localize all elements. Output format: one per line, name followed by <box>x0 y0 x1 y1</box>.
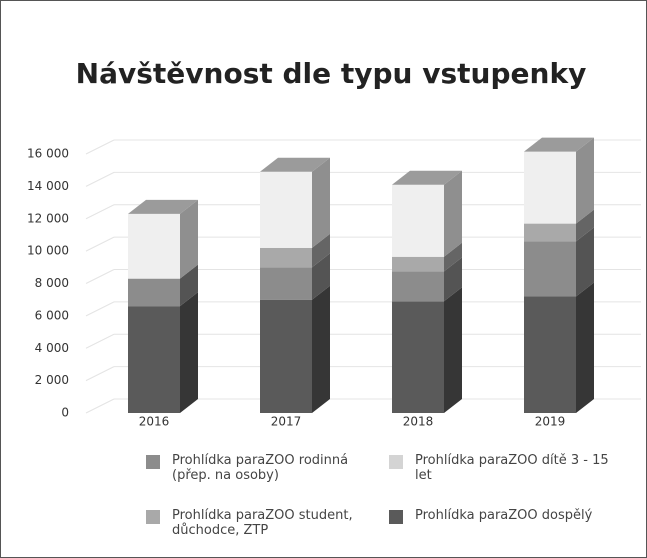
legend-label: Prohlídka paraZOO dítě 3 - 15 let <box>415 453 609 483</box>
bar-side <box>444 242 462 272</box>
grid-line <box>85 204 115 220</box>
bar-top <box>524 137 594 152</box>
y-tick-label: 2 000 <box>35 373 69 387</box>
bar-side <box>576 137 594 224</box>
bar-side <box>576 282 594 413</box>
legend-label: Prohlídka paraZOO rodinná (přep. na osob… <box>172 453 349 483</box>
legend-swatch <box>146 510 160 524</box>
legend-label: Prohlídka paraZOO student, důchodce, ZTP <box>172 508 353 538</box>
grid-line <box>85 171 115 187</box>
chart-title: Návštěvnost dle typu vstupenky <box>76 57 587 90</box>
bar-side <box>444 170 462 257</box>
bar-segment <box>524 241 576 297</box>
grid-line <box>85 236 115 252</box>
bar-side <box>312 157 330 248</box>
bar-segment <box>524 151 576 224</box>
bar-side <box>576 209 594 242</box>
bar-segment <box>128 278 180 307</box>
legend-item: Prohlídka paraZOO rodinná (přep. na osob… <box>146 453 382 483</box>
bar-side <box>180 292 198 413</box>
bar-segment <box>392 256 444 272</box>
y-tick-label: 8 000 <box>35 276 69 290</box>
legend-item: Prohlídka paraZOO dítě 3 - 15 let <box>389 453 625 483</box>
bar-side <box>180 199 198 279</box>
bar-top <box>392 170 462 185</box>
y-tick-label: 12 000 <box>27 211 69 225</box>
legend-label: Prohlídka paraZOO dospělý <box>415 508 593 523</box>
bar-segment <box>260 247 312 268</box>
y-tick-label: 14 000 <box>27 179 69 193</box>
grid-line <box>85 269 115 284</box>
bar-segment <box>392 271 444 302</box>
legend-item: Prohlídka paraZOO student, důchodce, ZTP <box>146 508 382 538</box>
bar-segment <box>128 306 180 413</box>
bar-side <box>312 233 330 268</box>
grid-line <box>85 139 115 155</box>
bar-top <box>128 199 198 214</box>
legend-swatch <box>146 455 160 469</box>
x-tick-label: 2018 <box>403 415 434 429</box>
bar-side <box>180 264 198 307</box>
y-tick-label: 16 000 <box>27 147 69 161</box>
bar-side <box>312 285 330 413</box>
grid-line <box>85 366 115 382</box>
grid-line <box>85 398 115 414</box>
bar-segment <box>260 171 312 248</box>
y-tick-label: 6 000 <box>35 308 69 322</box>
bar-side <box>312 253 330 300</box>
x-tick-label: 2017 <box>271 415 302 429</box>
grid-line <box>85 333 115 349</box>
bar-segment <box>260 267 312 300</box>
x-tick-label: 2019 <box>535 415 566 429</box>
legend-item: Prohlídka paraZOO dospělý <box>389 508 625 524</box>
grid-line <box>85 301 115 317</box>
bar-segment <box>524 296 576 413</box>
bar-top <box>260 157 330 172</box>
y-tick-label: 4 000 <box>35 341 69 355</box>
y-tick-label: 0 <box>61 406 69 420</box>
bar-segment <box>524 223 576 242</box>
y-tick-label: 10 000 <box>27 244 69 258</box>
bar-segment <box>260 299 312 413</box>
legend-swatch <box>389 510 403 524</box>
x-tick-label: 2016 <box>139 415 170 429</box>
bar-side <box>444 287 462 413</box>
bar-segment <box>392 301 444 413</box>
bar-segment <box>392 184 444 257</box>
bar-side <box>576 227 594 297</box>
legend-swatch <box>389 455 403 469</box>
bar-segment <box>128 213 180 279</box>
bar-side <box>444 257 462 302</box>
